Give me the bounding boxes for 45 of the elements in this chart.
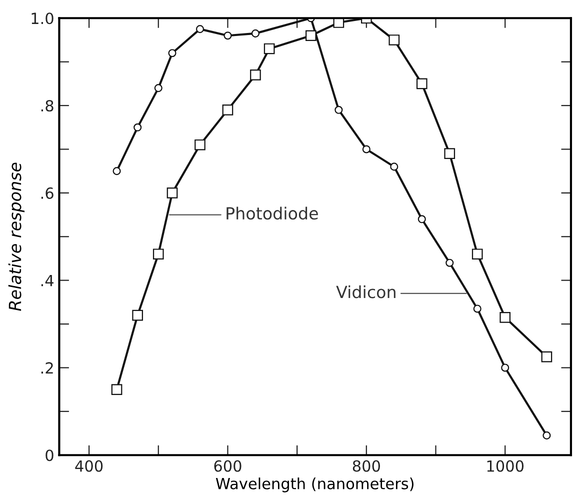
y-tick-label: .4 bbox=[41, 274, 54, 286]
point bbox=[196, 25, 204, 34]
y-tick-label: .2 bbox=[41, 362, 53, 374]
point bbox=[111, 384, 122, 395]
point bbox=[500, 312, 511, 323]
point bbox=[416, 78, 428, 90]
y-tick-label: .8 bbox=[41, 100, 54, 112]
point bbox=[446, 258, 454, 267]
point bbox=[501, 364, 510, 372]
y-axis-title: Relative response bbox=[8, 162, 25, 311]
point bbox=[444, 148, 456, 160]
annotation: Vidicon bbox=[336, 285, 396, 298]
point bbox=[168, 49, 176, 58]
point bbox=[362, 145, 370, 154]
point bbox=[418, 215, 426, 224]
point bbox=[390, 162, 398, 171]
point bbox=[194, 139, 206, 150]
point bbox=[154, 84, 162, 92]
point bbox=[388, 34, 400, 46]
point bbox=[333, 18, 344, 28]
annotation: Photodiode bbox=[226, 206, 318, 220]
x-tick-label: 1000 bbox=[487, 460, 524, 472]
point bbox=[541, 351, 552, 362]
point bbox=[473, 304, 482, 313]
y-tick-label: 0 bbox=[46, 450, 54, 462]
x-tick-label: 400 bbox=[75, 460, 103, 472]
point bbox=[224, 32, 232, 40]
point bbox=[166, 188, 178, 198]
point bbox=[134, 123, 142, 132]
y-tick-label: 1.0 bbox=[32, 12, 54, 24]
point bbox=[250, 70, 261, 80]
point bbox=[264, 43, 275, 54]
point bbox=[152, 248, 164, 260]
x-tick-label: 800 bbox=[352, 460, 380, 472]
point bbox=[334, 106, 343, 114]
y-tick-label: .6 bbox=[41, 187, 54, 199]
point bbox=[132, 310, 143, 321]
point bbox=[222, 104, 234, 116]
point bbox=[472, 248, 483, 260]
point bbox=[306, 30, 316, 42]
point bbox=[542, 431, 551, 440]
point bbox=[251, 29, 260, 38]
x-tick-label: 600 bbox=[214, 460, 242, 472]
x-axis-title: Wavelength (nanometers) bbox=[216, 478, 414, 492]
point bbox=[112, 167, 121, 176]
